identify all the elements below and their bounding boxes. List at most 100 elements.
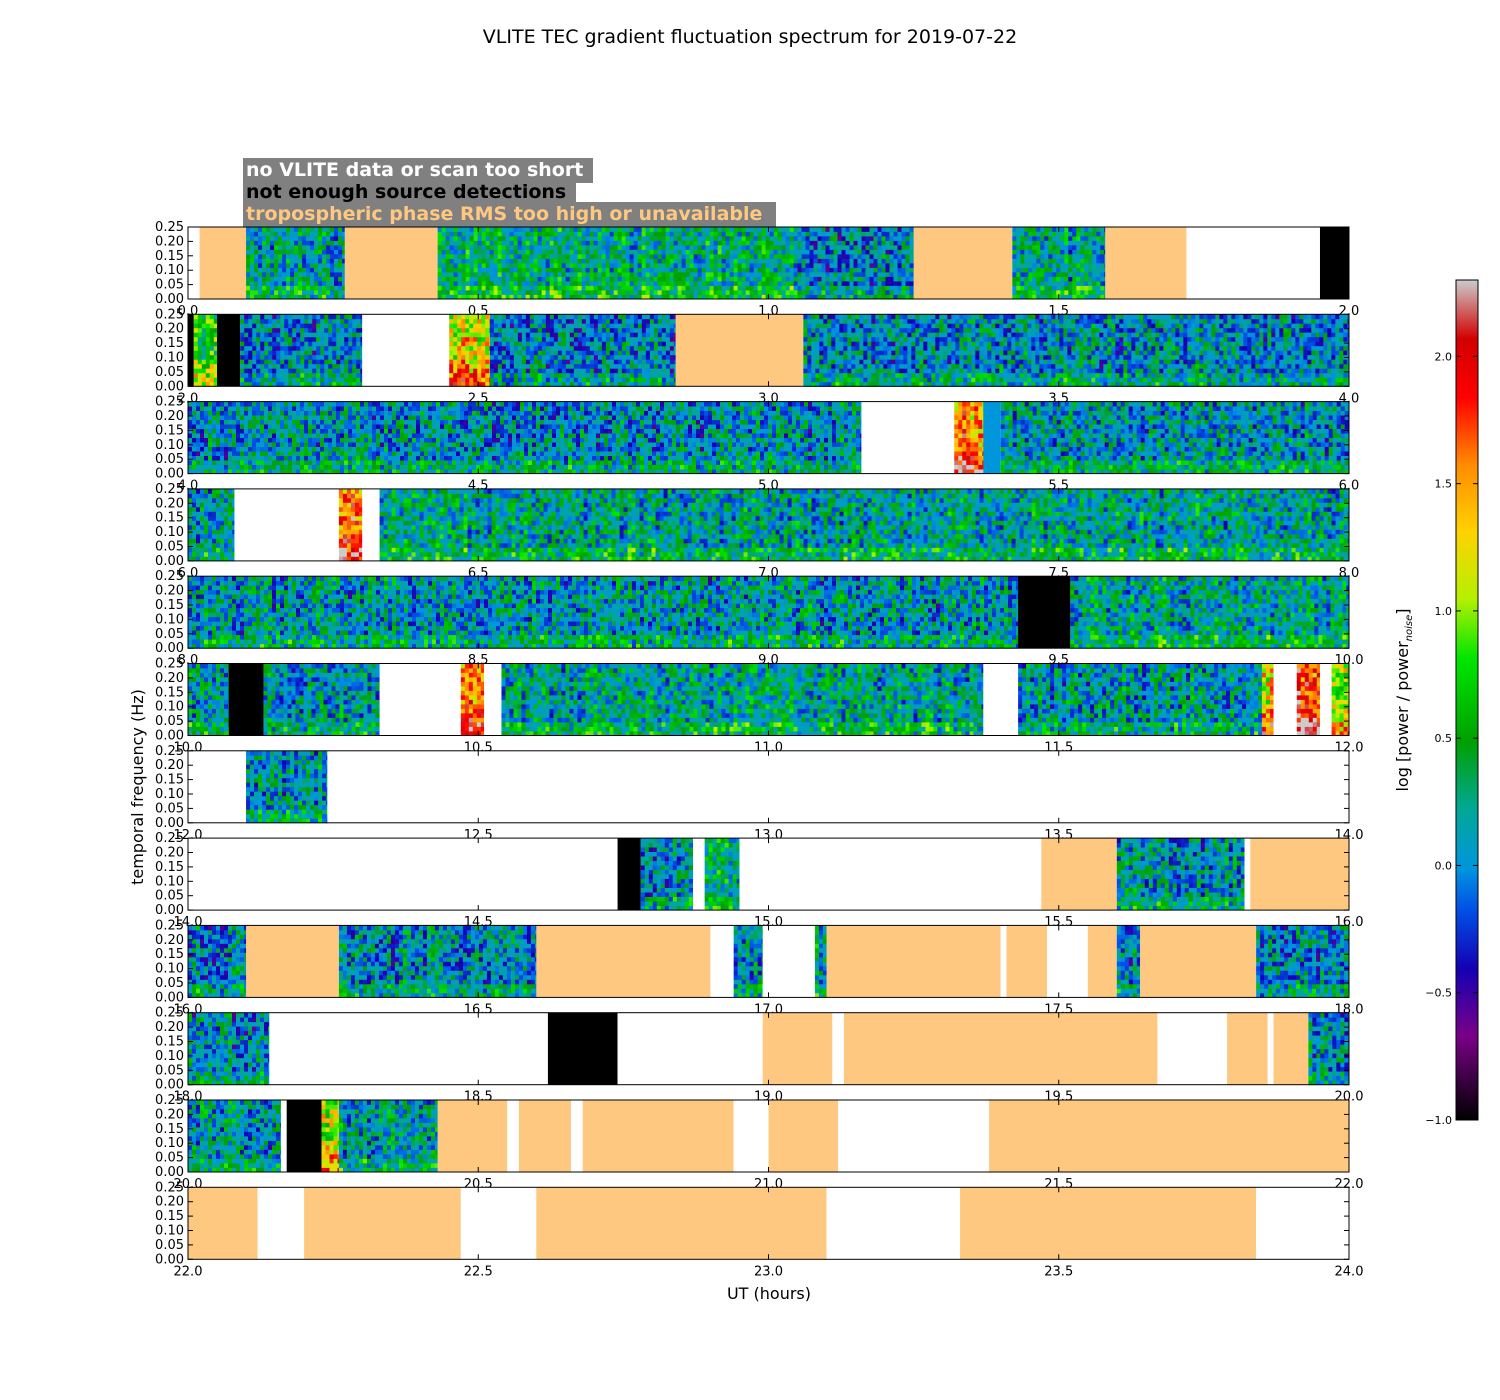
heat-cell: [850, 254, 854, 259]
heat-cell: [622, 286, 626, 291]
heat-cell: [638, 263, 642, 268]
heat-cell: [882, 290, 886, 295]
heat-cell: [686, 241, 690, 246]
heat-cell: [570, 272, 574, 277]
heat-cell: [1016, 236, 1020, 241]
heat-cell: [638, 268, 642, 273]
heat-cell: [782, 268, 786, 273]
heat-cell: [258, 272, 262, 277]
heat-cell: [686, 232, 690, 237]
heat-cell: [482, 290, 486, 295]
heat-cell: [830, 241, 834, 246]
heat-cell: [534, 281, 538, 286]
heat-cell: [342, 254, 345, 259]
heat-cell: [302, 263, 306, 268]
heat-cell: [706, 281, 710, 286]
heat-cell: [282, 259, 286, 264]
heat-cell: [290, 281, 294, 286]
heat-cell: [250, 227, 254, 232]
heat-cell: [798, 281, 802, 286]
heat-cell: [754, 286, 758, 291]
heat-cell: [498, 236, 502, 241]
heat-cell: [538, 263, 542, 268]
heat-cell: [598, 241, 602, 246]
heat-cell: [806, 277, 810, 282]
heat-cell: [786, 272, 790, 277]
heat-cell: [462, 227, 466, 232]
heat-cell: [710, 281, 714, 286]
heat-cell: [490, 250, 494, 255]
heat-cell: [282, 232, 286, 237]
heat-cell: [822, 268, 826, 273]
heat-cell: [534, 272, 538, 277]
heat-cell: [630, 236, 634, 241]
heat-cell: [906, 254, 910, 259]
heat-cell: [606, 241, 610, 246]
heat-cell: [578, 241, 582, 246]
heat-cell: [714, 241, 718, 246]
heat-cell: [698, 254, 702, 259]
heat-cell: [694, 241, 698, 246]
heat-cell: [338, 268, 342, 273]
heat-cell: [482, 268, 486, 273]
heat-cell: [342, 227, 345, 232]
heat-cell: [878, 263, 882, 268]
heat-cell: [734, 281, 738, 286]
heat-cell: [670, 254, 674, 259]
heat-cell: [334, 250, 338, 255]
heat-cell: [578, 263, 582, 268]
heat-cell: [466, 227, 470, 232]
heat-cell: [658, 241, 662, 246]
heat-cell: [582, 272, 586, 277]
heat-cell: [578, 268, 582, 273]
heat-cell: [546, 272, 550, 277]
heat-cell: [586, 245, 590, 250]
heat-cell: [318, 245, 322, 250]
heat-cell: [262, 277, 266, 282]
heat-cell: [554, 227, 558, 232]
heat-cell: [858, 263, 862, 268]
heat-cell: [890, 250, 894, 255]
heat-cell: [646, 277, 650, 282]
heat-cell: [910, 250, 914, 255]
heat-cell: [854, 232, 858, 237]
heat-cell: [478, 254, 482, 259]
heat-cell: [858, 277, 862, 282]
heat-cell: [558, 254, 562, 259]
heat-cell: [802, 227, 806, 232]
heat-cell: [706, 277, 710, 282]
heat-cell: [834, 250, 838, 255]
heat-cell: [466, 232, 470, 237]
heat-cell: [1016, 286, 1020, 291]
heat-cell: [330, 227, 334, 232]
heat-cell: [710, 227, 714, 232]
heat-cell: [1020, 254, 1024, 259]
heat-cell: [510, 259, 514, 264]
heat-cell: [550, 245, 554, 250]
heat-cell: [666, 232, 670, 237]
heat-cell: [874, 259, 878, 264]
heat-cell: [602, 232, 606, 237]
heat-cell: [334, 290, 338, 295]
heat-cell: [530, 236, 534, 241]
heat-cell: [338, 250, 342, 255]
heat-cell: [750, 236, 754, 241]
heat-cell: [746, 254, 750, 259]
heat-cell: [1028, 286, 1032, 291]
heat-cell: [586, 286, 590, 291]
heat-cell: [818, 241, 822, 246]
heat-cell: [550, 241, 554, 246]
heat-cell: [270, 254, 274, 259]
heat-cell: [858, 281, 862, 286]
heat-cell: [266, 263, 270, 268]
heat-cell: [770, 227, 774, 232]
heat-cell: [566, 227, 570, 232]
heat-cell: [266, 254, 270, 259]
heat-cell: [594, 290, 598, 295]
heat-cell: [870, 263, 874, 268]
heat-cell: [866, 245, 870, 250]
heat-cell: [582, 290, 586, 295]
heat-cell: [290, 254, 294, 259]
heat-cell: [850, 232, 854, 237]
heat-cell: [514, 250, 518, 255]
